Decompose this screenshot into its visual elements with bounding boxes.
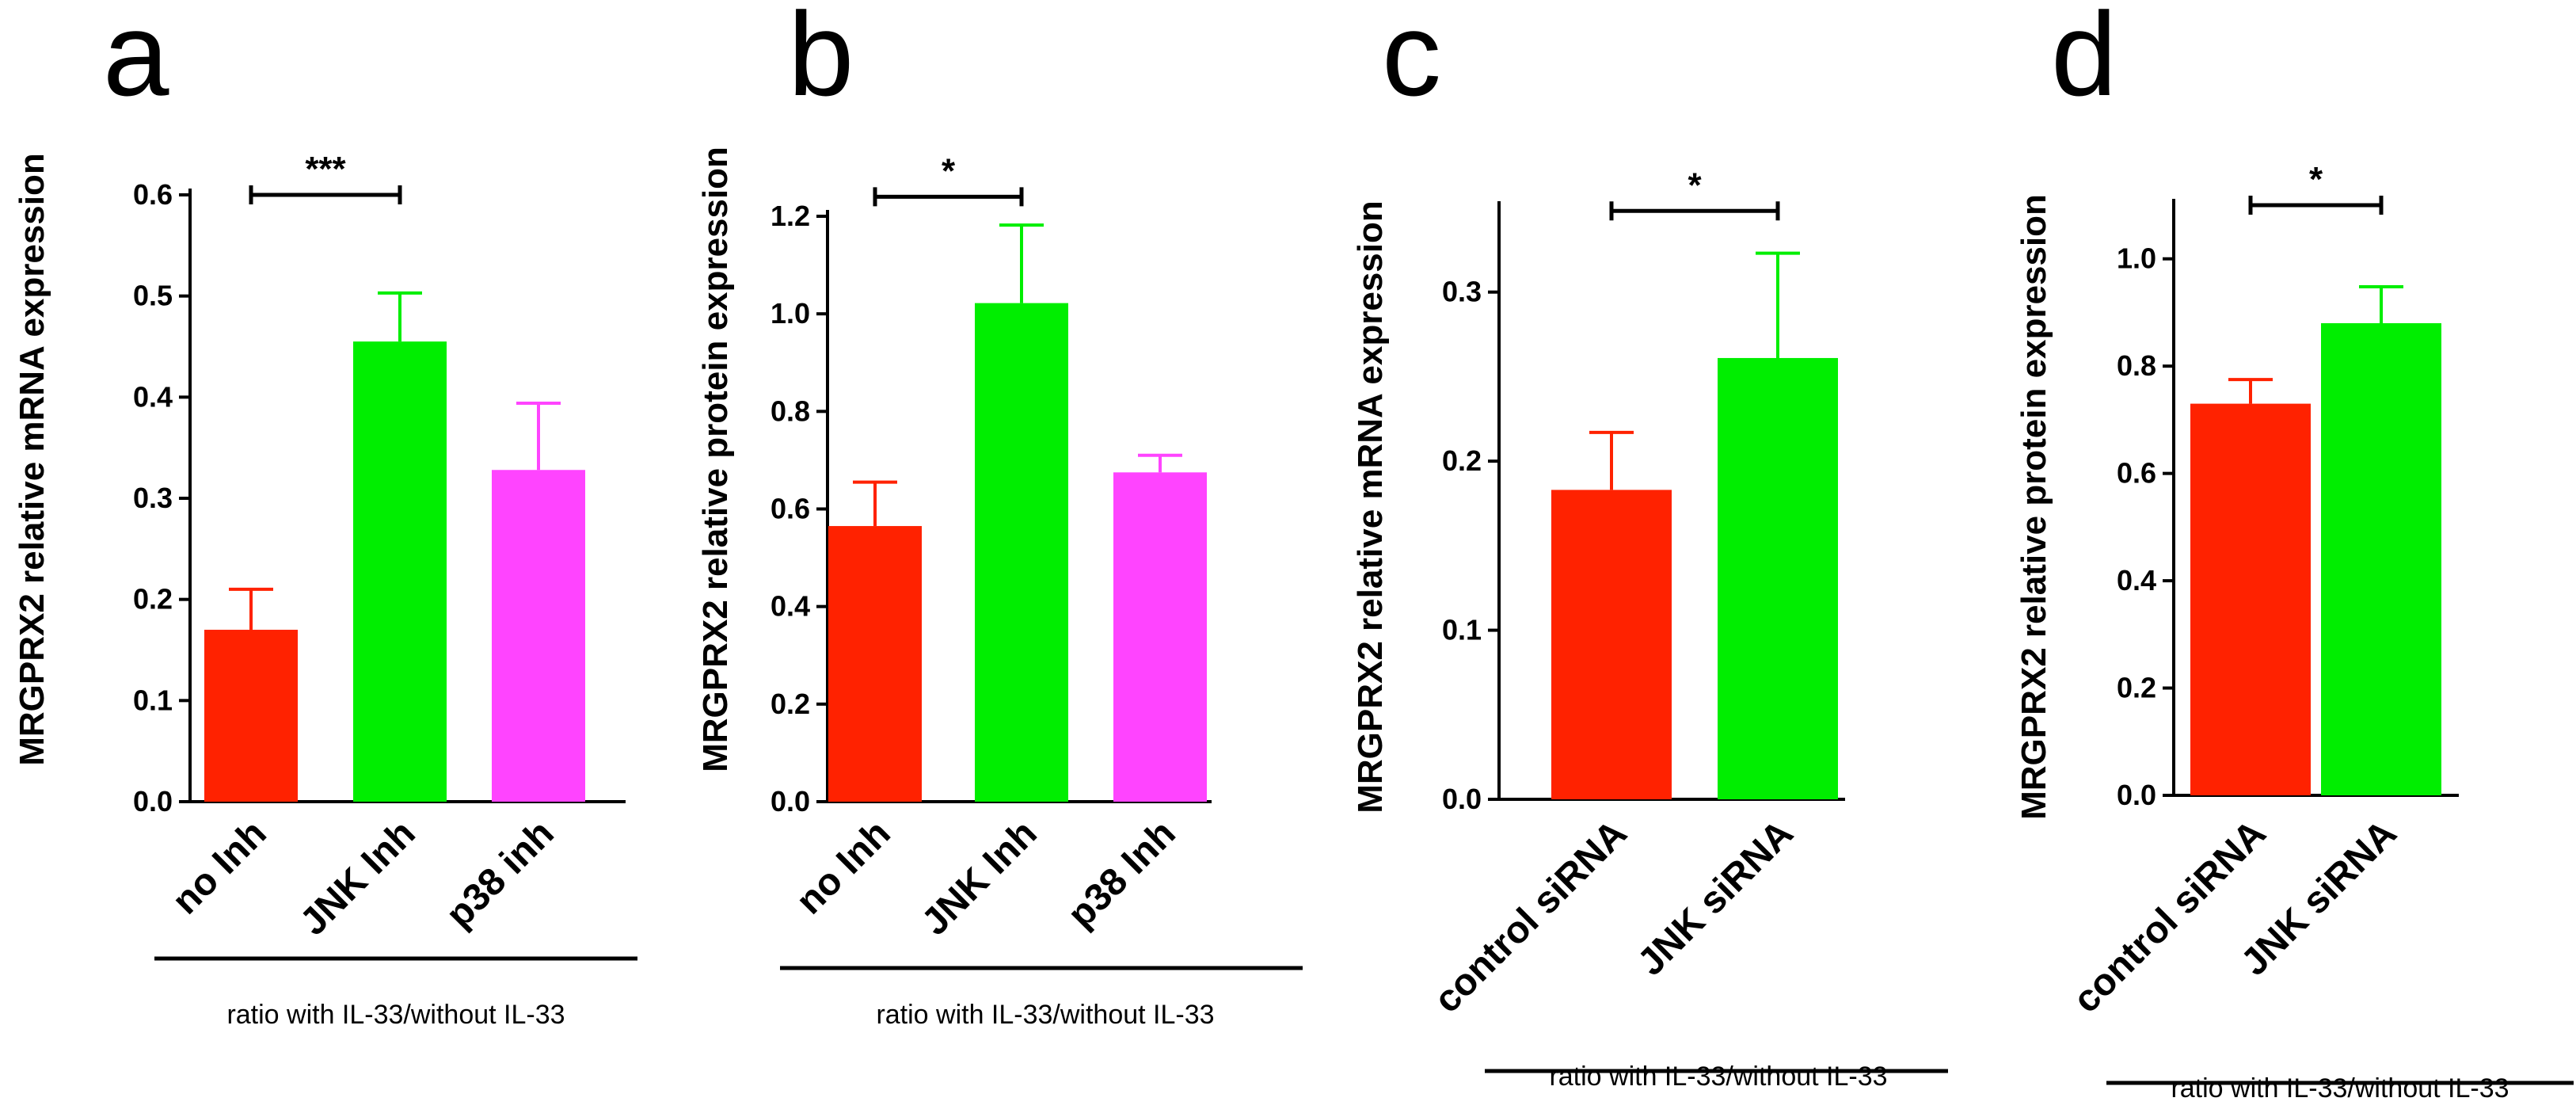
y-tick-label: 0.2 xyxy=(2117,672,2156,704)
x-tick-label: p38 inh xyxy=(438,812,561,936)
y-axis-label: MRGPRX2 relative protein expression xyxy=(2015,194,2053,820)
y-tick-label: 0.3 xyxy=(133,482,173,514)
y-tick-label: 0.4 xyxy=(2117,564,2156,597)
x-tick-label: no Inh xyxy=(789,812,899,922)
y-tick-label: 0.1 xyxy=(1442,614,1482,646)
y-tick-label: 0.2 xyxy=(133,583,173,616)
significance-label: * xyxy=(942,151,956,190)
bar xyxy=(492,470,585,802)
y-tick-label: 0.0 xyxy=(771,785,810,818)
y-tick-label: 0.8 xyxy=(2117,349,2156,382)
bar xyxy=(204,629,298,802)
panel-letter: b xyxy=(788,0,854,120)
group-label: ratio with IL-33/without IL-33 xyxy=(2171,1073,2509,1103)
x-tick-label: control siRNA xyxy=(2065,812,2274,1021)
bar xyxy=(1551,490,1672,799)
y-tick-label: 1.0 xyxy=(2117,242,2156,275)
panel-a: a 0.0 0.1 0.2 0.3 0.4 0.5 0.6 MRGPRX2 relative … xyxy=(13,0,637,1030)
y-tick-label: 0.6 xyxy=(771,493,810,525)
x-tick-label: JNK Inh xyxy=(914,812,1045,943)
y-tick-label: 0.4 xyxy=(771,590,810,623)
y-tick-label: 0.3 xyxy=(1442,276,1482,308)
y-tick-label: 0.1 xyxy=(133,684,173,716)
bar xyxy=(353,341,447,802)
panel-c: c 0.0 0.1 0.2 0.3 MRGPRX2 relative mRNA expr… xyxy=(1351,0,1948,1092)
bar xyxy=(2190,403,2311,795)
y-tick-label: 0.4 xyxy=(133,380,173,413)
significance-label: *** xyxy=(305,150,346,189)
bar xyxy=(2321,323,2441,795)
significance-label: * xyxy=(1688,166,1702,204)
y-tick-label: 0.5 xyxy=(133,280,173,312)
group-label: ratio with IL-33/without IL-33 xyxy=(876,1000,1214,1030)
panel-d: d 0.0 0.2 0.4 0.6 0.8 1.0 MRGPRX2 relative pro… xyxy=(2015,0,2574,1103)
y-tick-label: 1.2 xyxy=(771,200,810,232)
y-tick-label: 0.2 xyxy=(1442,444,1482,477)
y-tick-label: 0.6 xyxy=(133,178,173,211)
panel-letter: d xyxy=(2051,0,2117,120)
y-axis-label: MRGPRX2 relative mRNA expression xyxy=(13,153,51,766)
bar xyxy=(1113,472,1207,802)
y-axis-label: MRGPRX2 relative protein expression xyxy=(696,147,735,772)
x-tick-label: control siRNA xyxy=(1426,812,1635,1021)
group-label: ratio with IL-33/without IL-33 xyxy=(1549,1062,1887,1092)
bar xyxy=(1718,357,1838,799)
y-tick-label: 0.0 xyxy=(1442,783,1482,815)
group-label: ratio with IL-33/without IL-33 xyxy=(226,1000,565,1030)
y-axis-label: MRGPRX2 relative mRNA expression xyxy=(1351,200,1390,814)
y-tick-label: 0.2 xyxy=(771,688,810,720)
panel-b: b 0.0 0.2 0.4 0.6 0.8 1.0 1.2 MRGPRX2 relative … xyxy=(696,0,1303,1030)
panel-letter: a xyxy=(103,0,169,120)
bar xyxy=(975,303,1068,802)
panel-letter: c xyxy=(1382,0,1441,120)
x-tick-label: JNK Inh xyxy=(292,812,424,943)
bar xyxy=(828,526,922,802)
y-tick-label: 0.0 xyxy=(133,785,173,818)
y-tick-label: 0.0 xyxy=(2117,779,2156,811)
x-tick-label: JNK siRNA xyxy=(1630,812,1802,984)
x-tick-label: p38 Inh xyxy=(1060,812,1183,936)
significance-label: * xyxy=(2309,160,2323,199)
y-tick-label: 1.0 xyxy=(771,297,810,330)
x-tick-label: no Inh xyxy=(165,812,275,922)
y-tick-label: 0.6 xyxy=(2117,457,2156,490)
y-tick-label: 0.8 xyxy=(771,395,810,427)
